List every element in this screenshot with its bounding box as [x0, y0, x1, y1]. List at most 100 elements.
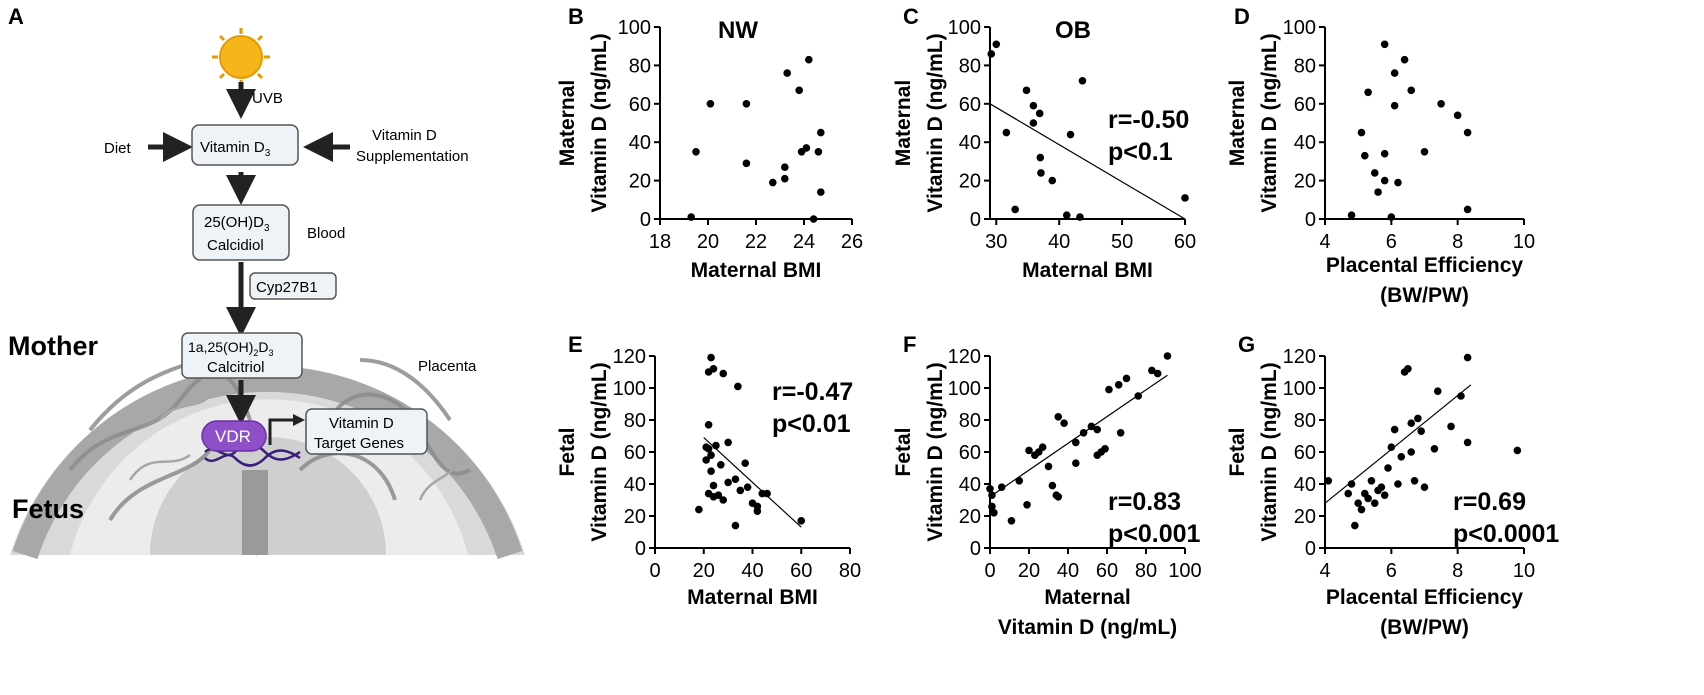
data-point [992, 40, 1001, 49]
data-point [1463, 353, 1472, 362]
x-tick-label: 20 [1018, 560, 1040, 582]
x-axis-title: Maternal BMI [687, 586, 818, 609]
y-tick-label: 80 [624, 410, 646, 432]
x-tick-label: 22 [745, 231, 767, 253]
y-tick-label: 40 [629, 132, 651, 154]
y-tick-label: 40 [1294, 474, 1316, 496]
y-axis-title: Maternal [892, 80, 915, 166]
cyp27b1-box [249, 272, 337, 300]
y-tick-label: 20 [959, 171, 981, 193]
calcitriol-label-line1: 1a,25(OH)2D3 [188, 339, 274, 358]
y-tick-label: 60 [959, 94, 981, 116]
y-tick-label: 100 [948, 17, 981, 39]
calcitriol-label-line2: Calcitriol [207, 359, 265, 376]
y-tick-label: 0 [970, 538, 981, 560]
calcidiol-box [192, 204, 290, 261]
x-tick-label: 80 [1135, 560, 1157, 582]
data-point [1361, 151, 1369, 160]
data-point [731, 521, 740, 530]
data-point [1354, 499, 1362, 508]
data-point [988, 491, 996, 500]
diet-label: Diet [104, 140, 132, 157]
x-axis-title: Maternal BMI [691, 259, 822, 282]
x-tick-label: 80 [839, 560, 861, 582]
data-point [742, 159, 751, 168]
y-tick-label: 0 [1305, 538, 1316, 560]
data-point [717, 461, 725, 469]
y-tick-label: 60 [1294, 442, 1316, 464]
y-tick-label: 80 [1294, 55, 1316, 77]
data-point [1324, 477, 1333, 485]
y-tick-label: 60 [629, 94, 651, 116]
data-point [1394, 178, 1402, 187]
data-point [1430, 445, 1439, 453]
data-point [1457, 392, 1465, 400]
vitamin-d-pathway-diagram: A [8, 4, 525, 560]
target-genes-line1: Vitamin D [329, 415, 394, 432]
x-tick-label: 60 [1096, 560, 1118, 582]
data-point [709, 493, 718, 501]
y-axis-title: Vitamin D (ng/mL) [1258, 33, 1281, 212]
x-tick-label: 20 [693, 560, 715, 582]
data-point [1038, 443, 1047, 452]
data-point [1390, 425, 1399, 434]
data-point [1078, 76, 1087, 85]
y-axis-title: Maternal [1226, 80, 1249, 166]
data-point [1093, 425, 1102, 434]
data-point [736, 486, 745, 495]
cyp27b1-label: Cyp27B1 [256, 279, 318, 296]
target-genes-line2: Target Genes [314, 435, 404, 452]
group-label: NW [718, 17, 758, 44]
x-tick-label: 26 [841, 231, 863, 253]
data-point [1035, 109, 1044, 118]
data-point [707, 353, 715, 362]
x-tick-label: 6 [1386, 231, 1397, 253]
data-point [1364, 494, 1372, 503]
data-point [742, 100, 751, 108]
x-tick-label: 6 [1386, 560, 1397, 582]
data-point [712, 441, 720, 450]
data-point [1048, 481, 1057, 490]
data-point [783, 69, 791, 77]
vdr-label: VDR [215, 427, 251, 446]
data-point [706, 100, 715, 108]
data-point [1374, 188, 1382, 196]
placenta-label: Placenta [418, 358, 477, 375]
data-point [724, 478, 732, 487]
data-point [1347, 211, 1356, 219]
data-point [1054, 493, 1063, 501]
y-axis-title: Maternal [556, 80, 579, 166]
data-point [781, 163, 789, 171]
data-point [997, 483, 1006, 492]
mother-label: Mother [8, 331, 98, 361]
data-point [702, 456, 710, 464]
y-tick-label: 20 [629, 171, 651, 193]
data-point [990, 509, 998, 517]
y-tick-label: 20 [624, 506, 646, 528]
data-point [1404, 365, 1412, 373]
vitamin-d3-box [191, 124, 299, 166]
data-point [1134, 392, 1142, 400]
y-tick-label: 100 [1283, 378, 1316, 400]
y-tick-label: 100 [1283, 17, 1316, 39]
data-point [802, 144, 811, 152]
correlation-stat: p<0.1 [1108, 138, 1173, 166]
data-point [1407, 448, 1416, 456]
y-tick-label: 120 [1283, 346, 1316, 368]
data-point [1022, 86, 1031, 95]
panel-letter: F [903, 332, 916, 357]
data-point [704, 445, 713, 453]
y-tick-label: 40 [624, 474, 646, 496]
data-point [1347, 480, 1356, 488]
correlation-stat: r=0.69 [1453, 488, 1526, 516]
y-tick-label: 80 [629, 55, 651, 77]
data-point [1029, 101, 1038, 110]
data-point [817, 128, 825, 137]
y-tick-label: 0 [1305, 209, 1316, 231]
panel-letter: G [1238, 332, 1255, 357]
y-axis-title: Fetal [1226, 427, 1249, 476]
data-point [1463, 438, 1472, 447]
data-point [1420, 148, 1429, 156]
y-tick-label: 20 [959, 506, 981, 528]
